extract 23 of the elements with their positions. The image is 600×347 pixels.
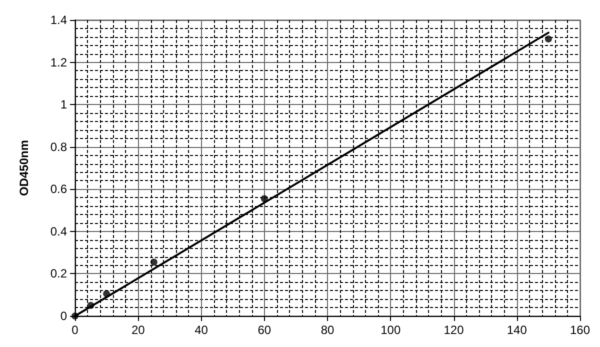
- x-tick-label: 80: [320, 323, 334, 337]
- x-tick-label: 20: [131, 323, 146, 337]
- x-tick-label: 0: [72, 323, 79, 337]
- point: [544, 36, 552, 43]
- point: [150, 258, 158, 266]
- x-tick-label: 40: [194, 323, 208, 337]
- point: [103, 290, 110, 298]
- y-tick-label: 0.4: [50, 224, 68, 238]
- point: [87, 302, 94, 309]
- y-tick-label: 1.4: [50, 13, 68, 27]
- y-tick-label: 0.2: [50, 266, 68, 281]
- y-axis-title: OD450nm: [17, 140, 31, 196]
- y-tick-label: 1.2: [50, 55, 68, 70]
- x-tick-label: 120: [444, 323, 464, 337]
- y-tick-label: 0: [60, 309, 68, 323]
- x-tick-label: 160: [570, 323, 590, 337]
- x-tick-label: 140: [506, 323, 528, 337]
- y-tick-label: 0.6: [50, 182, 68, 196]
- x-tick-label: 100: [380, 323, 401, 337]
- point: [260, 195, 268, 202]
- x-tick-label: 60: [258, 323, 272, 337]
- y-tick-label: 1: [60, 98, 68, 112]
- y-tick-label: 0.8: [50, 140, 68, 154]
